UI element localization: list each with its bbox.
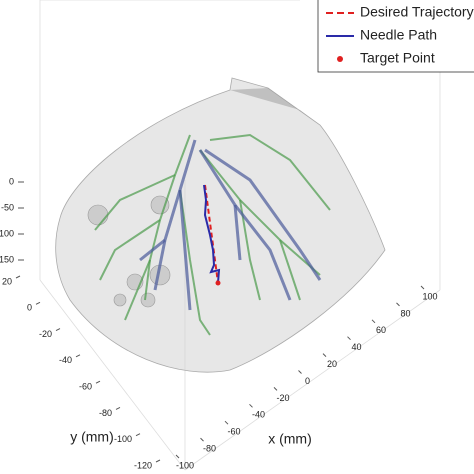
z-tick-label: -100 xyxy=(0,228,14,238)
vessels-green xyxy=(94,133,331,336)
y-tick xyxy=(15,275,21,279)
legend-label: Target Point xyxy=(360,50,435,66)
x-tick-label: 80 xyxy=(400,308,410,318)
x-axis-label: x (mm) xyxy=(268,431,312,447)
x-tick-label: 100 xyxy=(422,291,437,301)
desired-trajectory xyxy=(204,184,219,284)
y-tick xyxy=(115,406,121,410)
y-tick-label: 20 xyxy=(2,276,12,286)
z-tick-label: -50 xyxy=(1,202,14,212)
x-tick xyxy=(347,336,351,341)
legend-label: Desired Trajectory xyxy=(360,4,474,20)
x-tick xyxy=(420,285,425,290)
x-tick-label: -20 xyxy=(276,393,289,403)
y-tick xyxy=(135,433,141,437)
x-tick-label: 40 xyxy=(351,342,361,352)
x-tick-label: 60 xyxy=(376,325,386,335)
x-tick xyxy=(224,420,229,425)
y-tick-label: -80 xyxy=(99,408,112,418)
needle-path xyxy=(203,184,221,284)
z-tick-label: 0 xyxy=(9,176,14,186)
z-tick-label: -150 xyxy=(0,254,14,264)
x-tick xyxy=(249,403,253,408)
x-tick xyxy=(200,437,204,442)
y-tick-label: -20 xyxy=(39,329,52,339)
organ-fold xyxy=(230,88,320,125)
y-tick-label: -40 xyxy=(59,355,72,365)
y-tick-label: -60 xyxy=(79,382,92,392)
y-tick xyxy=(75,354,81,358)
vessels-blue xyxy=(139,139,322,311)
x-tick xyxy=(175,454,180,459)
y-tick-label: 0 xyxy=(27,303,32,313)
y-tick xyxy=(55,328,61,332)
legend-label: Needle Path xyxy=(360,27,437,43)
y-axis-label: y (mm) xyxy=(70,429,114,445)
x-tick-label: -40 xyxy=(252,410,265,420)
x-tick-label: 0 xyxy=(305,376,310,386)
y-tick xyxy=(155,459,161,463)
organ-surface xyxy=(55,77,386,373)
x-tick-label: -80 xyxy=(203,443,216,453)
y-tick xyxy=(95,380,101,384)
y-tick-label: -120 xyxy=(134,460,152,470)
x-tick-label: -100 xyxy=(176,460,194,470)
x-tick xyxy=(322,353,327,357)
x-tick xyxy=(396,302,400,307)
y-tick-label: -100 xyxy=(114,434,132,444)
legend: Desired Trajectory Needle Path Target Poin… xyxy=(317,0,474,73)
x-tick-label: -60 xyxy=(227,427,240,437)
y-tick xyxy=(35,301,41,305)
x-tick xyxy=(273,387,278,391)
target-point xyxy=(215,280,221,286)
x-tick xyxy=(371,319,376,324)
x-tick xyxy=(298,370,302,374)
x-tick-label: 20 xyxy=(327,359,337,369)
legend-marker xyxy=(337,56,343,62)
